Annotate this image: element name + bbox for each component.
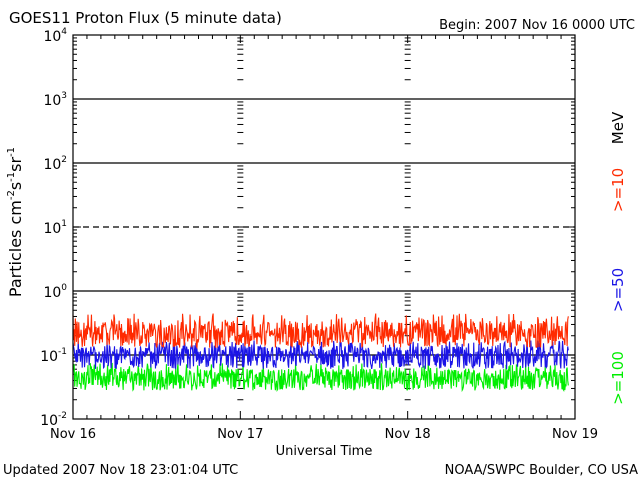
x-tick-label: Nov 17 bbox=[217, 427, 263, 442]
series-line bbox=[72, 340, 569, 370]
y-tick-label: 101 bbox=[43, 219, 67, 237]
chart-title: GOES11 Proton Flux (5 minute data) bbox=[9, 9, 282, 27]
series-line bbox=[72, 313, 569, 350]
x-tick-label: Nov 18 bbox=[385, 427, 431, 442]
series-line bbox=[72, 362, 569, 393]
y-axis-label: Particles cm-2s-1sr-1 bbox=[6, 147, 25, 297]
x-tick-label: Nov 16 bbox=[50, 427, 96, 442]
footer-credit: NOAA/SWPC Boulder, CO USA bbox=[445, 463, 638, 478]
begin-label: Begin: 2007 Nov 16 0000 UTC bbox=[439, 18, 635, 33]
y-tick-label: 10-1 bbox=[40, 347, 67, 365]
footer-updated: Updated 2007 Nov 18 23:01:04 UTC bbox=[3, 463, 238, 478]
legend-series-50: >=50 bbox=[609, 268, 627, 312]
legend-series-100: >=100 bbox=[609, 351, 627, 405]
plot-frame bbox=[72, 34, 576, 420]
y-tick-label: 104 bbox=[43, 27, 67, 45]
y-tick-label: 100 bbox=[43, 283, 67, 301]
y-tick-label: 103 bbox=[43, 91, 67, 109]
x-tick-label: Nov 19 bbox=[552, 427, 598, 442]
legend-series-10: >=10 bbox=[609, 168, 627, 212]
unit-label: MeV bbox=[609, 111, 627, 144]
y-tick-label: 102 bbox=[43, 155, 67, 173]
y-tick-label: 10-2 bbox=[40, 411, 67, 429]
x-axis-label: Universal Time bbox=[276, 444, 373, 459]
